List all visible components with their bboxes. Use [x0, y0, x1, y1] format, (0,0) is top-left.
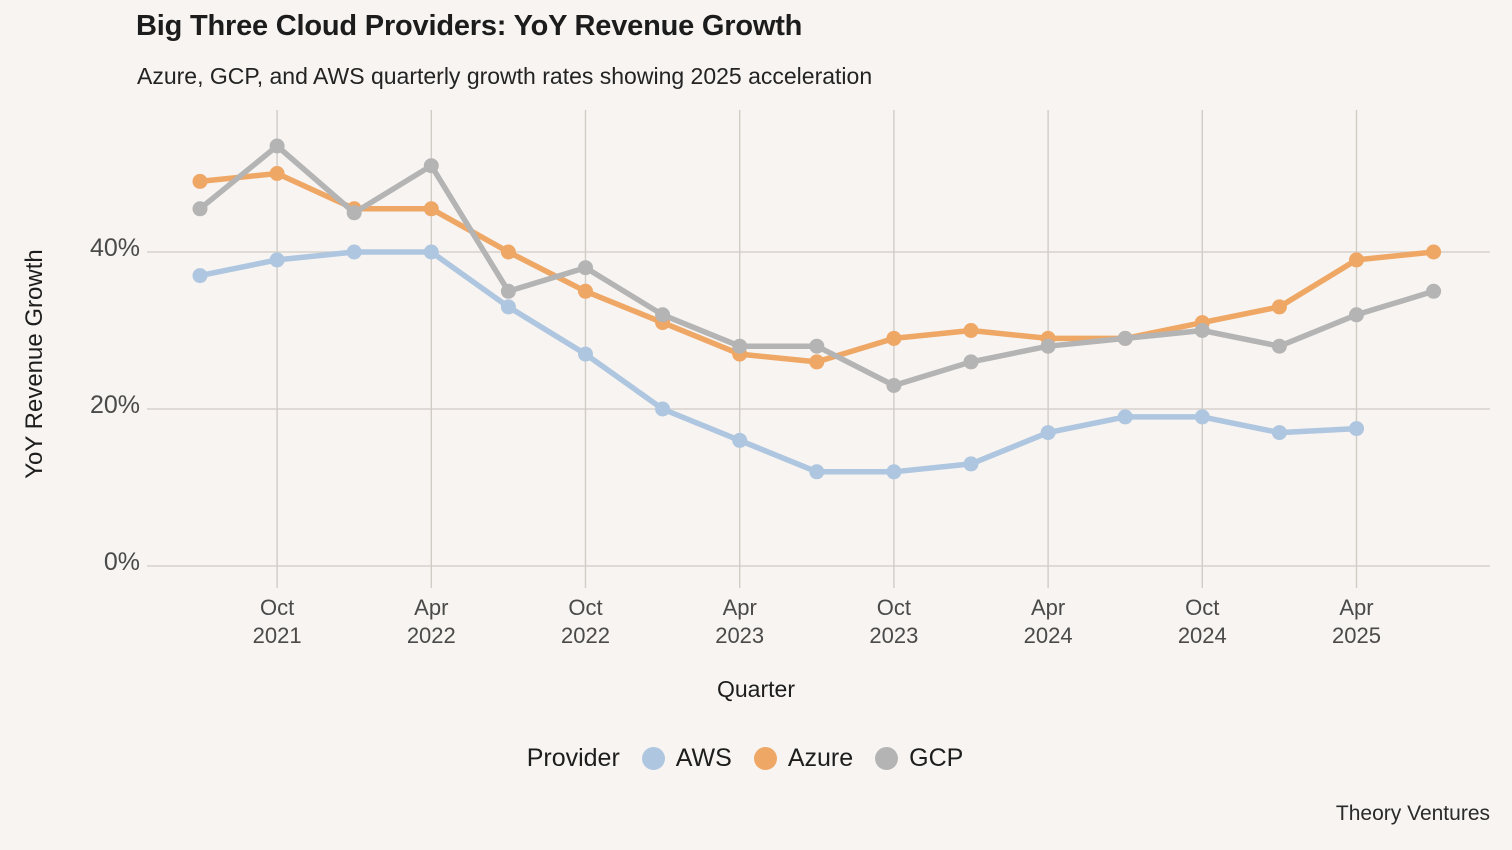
- x-tick-label: Oct 2024: [1177, 595, 1227, 649]
- legend-item-gcp[interactable]: GCP: [875, 744, 963, 773]
- legend: Provider AWS Azure GCP: [0, 744, 1512, 773]
- legend-title: Provider: [526, 744, 620, 772]
- x-tick-label: Apr 2022: [406, 595, 456, 649]
- y-tick-label: 20%: [89, 391, 140, 419]
- x-tick-label: Apr 2023: [715, 595, 765, 649]
- legend-item-azure[interactable]: Azure: [753, 744, 854, 773]
- x-tick-label: Oct 2023: [869, 595, 919, 649]
- chart-subtitle: Azure, GCP, and AWS quarterly growth rat…: [137, 63, 873, 89]
- x-axis-label: Quarter: [717, 676, 795, 702]
- series-gcp: [192, 138, 1442, 393]
- legend-label-gcp: GCP: [909, 744, 964, 772]
- legend-label-aws: AWS: [675, 744, 732, 772]
- series-azure: [192, 166, 1442, 370]
- y-tick-label: 40%: [89, 234, 140, 262]
- x-tick-label: Apr 2025: [1332, 595, 1381, 649]
- watermark: Theory Ventures: [1335, 802, 1490, 825]
- legend-swatch-aws-icon: [641, 747, 665, 770]
- chart-title: Big Three Cloud Providers: YoY Revenue G…: [136, 10, 803, 42]
- legend-swatch-azure-icon: [753, 747, 777, 770]
- legend-label-azure: Azure: [787, 744, 854, 772]
- legend-swatch-gcp-icon: [875, 747, 899, 770]
- legend-item-aws[interactable]: AWS: [641, 744, 732, 773]
- y-tick-label: 0%: [103, 548, 140, 576]
- x-tick-label: Oct 2021: [252, 595, 302, 649]
- series-aws: [192, 244, 1364, 480]
- x-tick-label: Oct 2022: [561, 595, 610, 649]
- x-tick-label: Apr 2024: [1023, 595, 1073, 649]
